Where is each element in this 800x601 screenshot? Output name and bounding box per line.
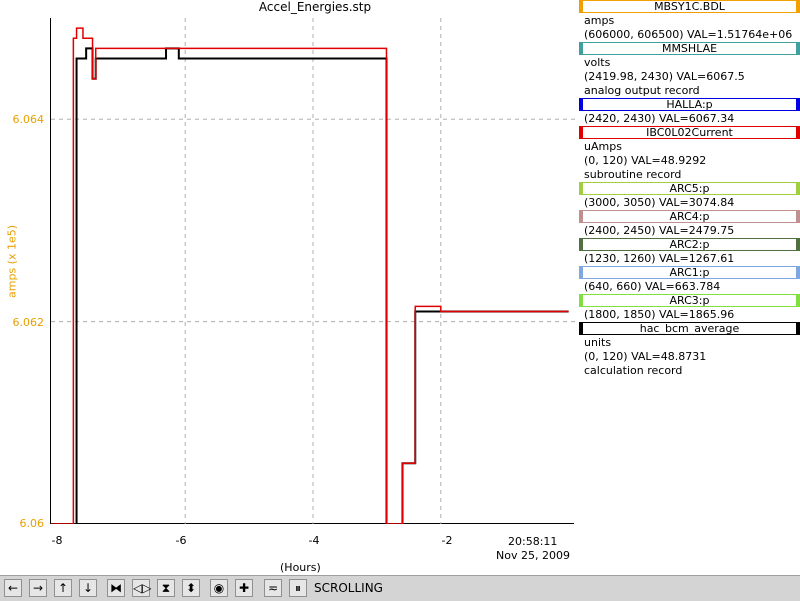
pan-right-button[interactable]: → (29, 579, 47, 597)
zoom-in-y-button[interactable]: ⧗ (157, 579, 175, 597)
legend-header-halla-p[interactable]: HALLA:p (579, 98, 800, 111)
x-tick-label: -6 (175, 534, 187, 547)
legend-detail: (2400, 2450) VAL=2479.75 (584, 224, 735, 237)
pan-left-button[interactable]: ← (4, 579, 22, 597)
record-button[interactable]: ◉ (210, 579, 228, 597)
plot-svg (51, 18, 575, 525)
legend-detail: units (584, 336, 612, 349)
zoom-out-x-button[interactable]: ◁▷ (132, 579, 152, 597)
legend-detail: (2419.98, 2430) VAL=6067.5 (584, 70, 745, 83)
toolbar: SCROLLING ← → ↑ ↓ ⧓ ◁▷ ⧗ ⬍ ◉ ✚ ≂ ⏸ (0, 575, 800, 601)
legend-detail: (1230, 1260) VAL=1267.61 (584, 252, 735, 265)
y-axis-label: amps (x 1e5) (5, 224, 19, 299)
legend-header-arc2-p[interactable]: ARC2:p (579, 238, 800, 251)
legend-header-arc4-p[interactable]: ARC4:p (579, 210, 800, 223)
legend-detail: (0, 120) VAL=48.8731 (584, 350, 707, 363)
legend-header-hac-bcm-average[interactable]: hac_bcm_average (579, 322, 800, 335)
legend-detail: (3000, 3050) VAL=3074.84 (584, 196, 735, 209)
pan-up-button[interactable]: ↑ (54, 579, 72, 597)
legend-panel: MBSY1C.BDL amps (606000, 606500) VAL=1.517… (579, 0, 800, 378)
legend-detail: calculation record (584, 364, 683, 377)
legend-header-mmshlae[interactable]: MMSHLAE (579, 42, 800, 55)
legend-detail: (2420, 2430) VAL=6067.34 (584, 112, 735, 125)
legend-detail: uAmps (584, 140, 622, 153)
pause-button[interactable]: ⏸ (289, 579, 307, 597)
legend-detail: volts (584, 56, 611, 69)
x-axis-label: (Hours) (280, 561, 321, 574)
legend-detail: (0, 120) VAL=48.9292 (584, 154, 707, 167)
legend-header-arc5-p[interactable]: ARC5:p (579, 182, 800, 195)
y-tick-label: 6.062 (12, 316, 45, 329)
legend-detail: subroutine record (584, 168, 682, 181)
x-tick-label: -8 (51, 534, 63, 547)
legend-header-arc3-p[interactable]: ARC3:p (579, 294, 800, 307)
legend-detail: (1800, 1850) VAL=1865.96 (584, 308, 735, 321)
legend-detail: (640, 660) VAL=663.784 (584, 280, 721, 293)
zoom-in-x-button[interactable]: ⧓ (107, 579, 125, 597)
crosshair-button[interactable]: ✚ (235, 579, 253, 597)
legend-detail: (606000, 606500) VAL=1.51764e+06 (584, 28, 793, 41)
x-tick-label: -2 (441, 534, 453, 547)
series-line-ibc0l02current (51, 27, 569, 525)
chart-title: Accel_Energies.stp (258, 0, 372, 14)
autoscale-button[interactable]: ≂ (264, 579, 282, 597)
x-tick-label: -4 (308, 534, 320, 547)
series-line-mbsy1c-bdl (51, 47, 569, 525)
x-date: Nov 25, 2009 (496, 549, 570, 562)
zoom-out-y-button[interactable]: ⬍ (182, 579, 200, 597)
legend-detail: analog output record (584, 84, 700, 97)
pan-down-button[interactable]: ↓ (79, 579, 97, 597)
legend-header-mbsy1c-bdl[interactable]: MBSY1C.BDL (579, 0, 800, 13)
status-text: SCROLLING (314, 581, 383, 595)
legend-header-arc1-p[interactable]: ARC1:p (579, 266, 800, 279)
legend-detail: amps (584, 14, 615, 27)
y-tick-label: 6.064 (12, 113, 45, 126)
y-tick-label: 6.06 (19, 517, 45, 530)
plot-area[interactable] (50, 18, 575, 525)
x-end-time: 20:58:11 (508, 535, 558, 548)
legend-header-ibc0l02current[interactable]: IBC0L02Current (579, 126, 800, 139)
